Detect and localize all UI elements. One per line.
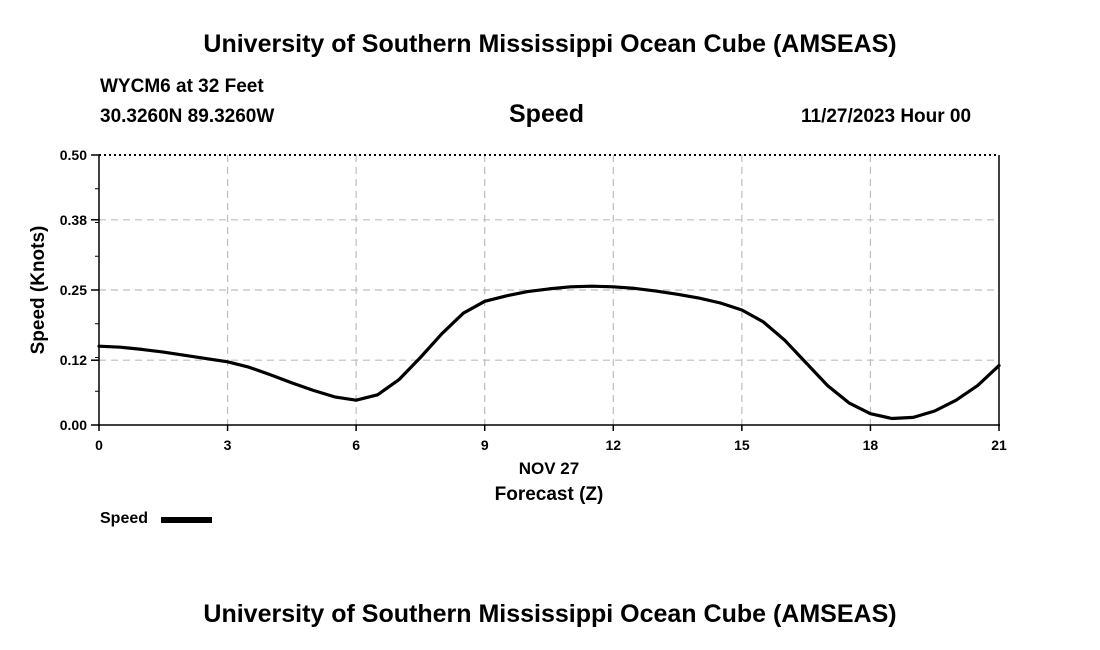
footer-title: University of Southern Mississippi Ocean… — [203, 600, 897, 628]
chart-subtitle: Speed — [509, 100, 585, 128]
x-tick-label: 15 — [734, 437, 750, 453]
x-tick-label: 6 — [352, 437, 360, 453]
date-label: NOV 27 — [519, 459, 579, 478]
x-tick-label: 9 — [481, 437, 489, 453]
y-axis-label: Speed (Knots) — [28, 226, 49, 355]
y-tick-label: 0.12 — [60, 352, 87, 368]
speed-series-line — [97, 284, 1001, 421]
x-tick-label: 0 — [95, 437, 103, 453]
legend-swatch — [161, 517, 212, 523]
y-tick-label: 0.25 — [60, 282, 87, 298]
datetime-label: 11/27/2023 Hour 00 — [801, 106, 972, 127]
x-tick-label: 18 — [863, 437, 879, 453]
station-label: WYCM6 at 32 Feet — [100, 76, 264, 97]
y-tick-label: 0.00 — [60, 417, 87, 433]
chart-title: University of Southern Mississippi Ocean… — [203, 30, 897, 58]
y-tick-label: 0.38 — [60, 212, 87, 228]
x-tick-label: 21 — [991, 437, 1007, 453]
location-label: 30.3260N 89.3260W — [100, 106, 275, 127]
x-tick-label: 3 — [224, 437, 232, 453]
x-axis-label: Forecast (Z) — [495, 484, 604, 505]
legend-label: Speed — [100, 510, 149, 527]
x-tick-label: 12 — [605, 437, 621, 453]
y-tick-label: 0.50 — [60, 147, 87, 163]
